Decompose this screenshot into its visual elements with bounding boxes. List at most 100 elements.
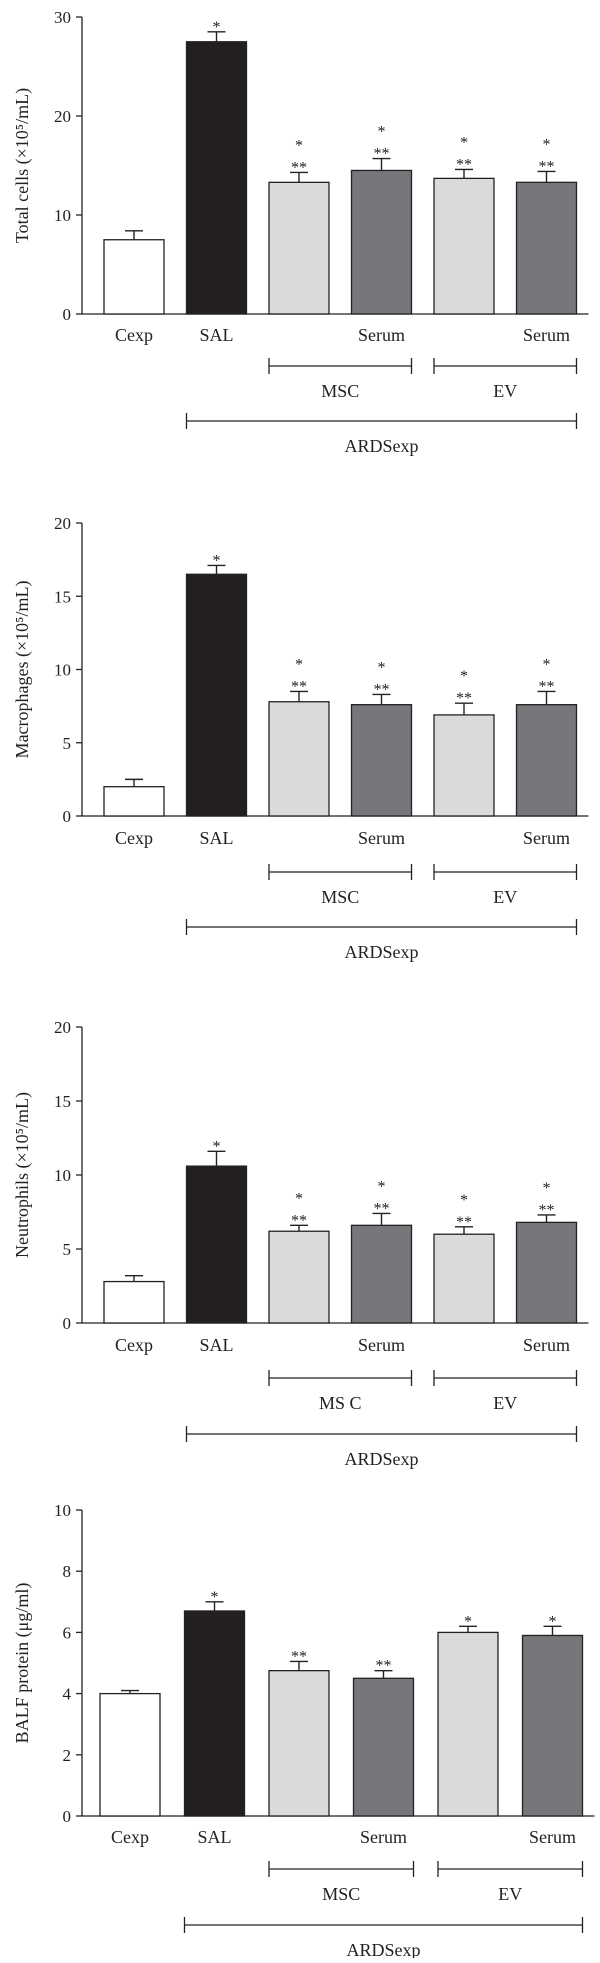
x-category-label: Cexp: [111, 1827, 149, 1847]
group-label: MS C: [319, 1393, 362, 1413]
significance-mark: *: [464, 1613, 472, 1630]
bar: [433, 714, 495, 817]
x-category-label: Cexp: [115, 828, 153, 848]
y-axis-label: Total cells (×10⁵/mL): [12, 88, 33, 243]
bar: [103, 786, 165, 817]
significance-mark: **: [539, 1202, 555, 1219]
bar: [433, 177, 495, 315]
bar: [103, 1280, 165, 1324]
significance-mark: **: [291, 159, 307, 176]
significance-mark: *: [543, 656, 551, 673]
significance-mark: *: [378, 124, 386, 141]
bar: [185, 41, 248, 315]
y-tick-label: 20: [54, 107, 71, 126]
y-tick-label: 5: [63, 1240, 72, 1259]
y-tick-label: 6: [63, 1623, 72, 1642]
significance-mark: *: [460, 1192, 468, 1209]
x-category-label: SAL: [199, 1335, 233, 1355]
significance-mark: *: [213, 552, 221, 569]
bar: [350, 1224, 413, 1324]
group-label: ARDSexp: [344, 942, 418, 962]
significance-mark: *: [295, 656, 303, 673]
y-tick-label: 10: [54, 206, 71, 225]
x-category-label: SAL: [197, 1827, 231, 1847]
x-category-label: Serum: [358, 325, 405, 345]
group-label: EV: [493, 1393, 517, 1413]
significance-mark: *: [211, 1589, 219, 1606]
bar: [185, 1165, 248, 1324]
y-tick-label: 8: [63, 1562, 72, 1581]
y-tick-label: 30: [54, 8, 71, 27]
significance-mark: *: [543, 1180, 551, 1197]
chart-panel-neutrophils: 0 5 10 15 20 Neutrophils (×10⁵/mL) Cexp * SAL ** *…: [0, 995, 600, 1495]
bar: [350, 704, 413, 817]
x-category-label: Serum: [523, 325, 570, 345]
group-label: ARDSexp: [344, 1449, 418, 1469]
y-tick-label: 0: [63, 1807, 72, 1826]
bar: [350, 169, 413, 315]
y-tick-label: 0: [63, 807, 72, 826]
y-tick-label: 0: [63, 305, 72, 324]
x-category-label: Cexp: [115, 1335, 153, 1355]
bar: [183, 1610, 246, 1817]
y-tick-label: 20: [54, 1018, 71, 1037]
bar: [433, 1233, 495, 1324]
y-tick-label: 15: [54, 587, 71, 606]
x-category-label: SAL: [199, 325, 233, 345]
y-axis-label: BALF protein (μg/ml): [12, 1583, 33, 1744]
chart-panel-balf-protein: 0 2 4 6 8 10 BALF protein (μg/ml) Cexp * SAL ** ** S…: [0, 1495, 600, 1960]
significance-mark: *: [213, 1138, 221, 1155]
group-label: EV: [493, 887, 517, 907]
bar: [352, 1677, 415, 1817]
x-category-label: Serum: [529, 1827, 576, 1847]
significance-mark: *: [378, 1178, 386, 1195]
x-category-label: Serum: [358, 1335, 405, 1355]
x-category-label: Serum: [523, 828, 570, 848]
significance-mark: *: [543, 136, 551, 153]
y-tick-label: 5: [63, 734, 72, 753]
y-axis-label: Neutrophils (×10⁵/mL): [12, 1092, 33, 1258]
bar: [99, 1692, 161, 1817]
y-tick-label: 0: [63, 1314, 72, 1333]
x-category-label: Serum: [358, 828, 405, 848]
significance-mark: *: [549, 1613, 557, 1630]
significance-mark: **: [539, 678, 555, 695]
significance-mark: **: [374, 146, 390, 163]
significance-mark: *: [460, 134, 468, 151]
group-label: ARDSexp: [344, 436, 418, 456]
significance-mark: *: [295, 137, 303, 154]
bar: [437, 1631, 499, 1817]
significance-mark: *: [460, 668, 468, 685]
significance-mark: **: [376, 1658, 392, 1675]
significance-mark: *: [295, 1190, 303, 1207]
y-tick-label: 2: [63, 1746, 72, 1765]
bar: [521, 1634, 584, 1817]
bar: [268, 701, 330, 817]
y-tick-label: 4: [63, 1685, 72, 1704]
significance-mark: **: [539, 158, 555, 175]
group-label: ARDSexp: [346, 1940, 420, 1958]
significance-mark: **: [291, 1648, 307, 1665]
group-label: MSC: [321, 381, 359, 401]
x-category-label: Cexp: [115, 325, 153, 345]
significance-mark: **: [291, 1212, 307, 1229]
significance-mark: *: [213, 19, 221, 36]
group-label: MSC: [322, 1884, 360, 1904]
bar: [515, 1221, 578, 1324]
bar: [103, 239, 165, 315]
significance-mark: **: [456, 156, 472, 173]
y-tick-label: 20: [54, 514, 71, 533]
y-tick-label: 10: [54, 1166, 71, 1185]
chart-panel-macrophages: 0 5 10 15 20 Macrophages (×10⁵/mL) Cexp * SAL ** *…: [0, 495, 600, 995]
y-axis-label: Macrophages (×10⁵/mL): [12, 581, 33, 759]
x-category-label: SAL: [199, 828, 233, 848]
y-tick-label: 15: [54, 1092, 71, 1111]
significance-mark: **: [291, 678, 307, 695]
group-label: EV: [498, 1884, 522, 1904]
bar: [185, 573, 248, 817]
bar: [268, 1230, 330, 1324]
